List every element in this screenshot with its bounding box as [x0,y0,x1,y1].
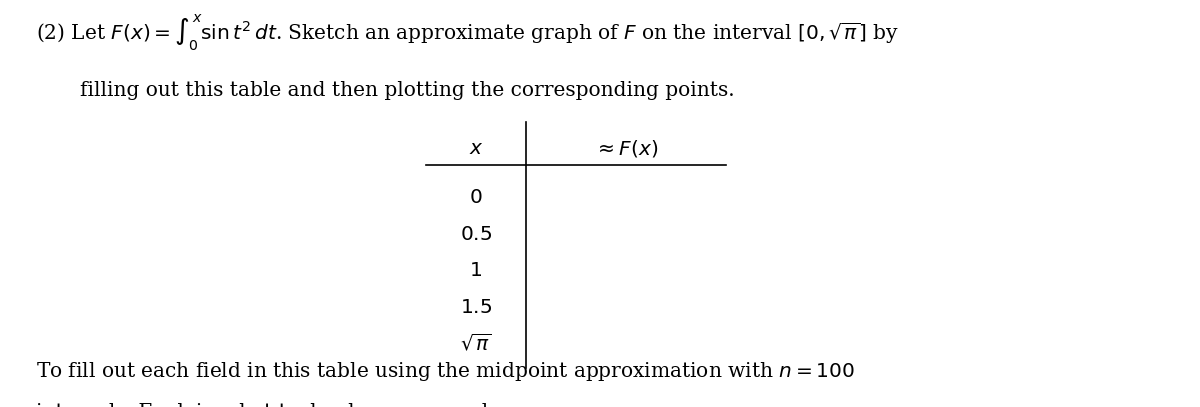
Text: $x$: $x$ [468,139,484,158]
Text: To fill out each field in this table using the midpoint approximation with $n = : To fill out each field in this table usi… [36,360,856,383]
Text: intervals. Explain what technology you used.: intervals. Explain what technology you u… [36,403,494,407]
Text: $\approx F(x)$: $\approx F(x)$ [594,138,658,159]
Text: $0$: $0$ [469,188,482,207]
Text: $1$: $1$ [469,261,482,280]
Text: $\sqrt{\pi}$: $\sqrt{\pi}$ [460,333,492,354]
Text: $1.5$: $1.5$ [460,298,492,317]
Text: filling out this table and then plotting the corresponding points.: filling out this table and then plotting… [80,81,736,101]
Text: $0.5$: $0.5$ [460,225,492,243]
Text: (2) Let $F(x) = \int_0^x \sin t^2\,dt$. Sketch an approximate graph of $F$ on th: (2) Let $F(x) = \int_0^x \sin t^2\,dt$. … [36,12,899,53]
